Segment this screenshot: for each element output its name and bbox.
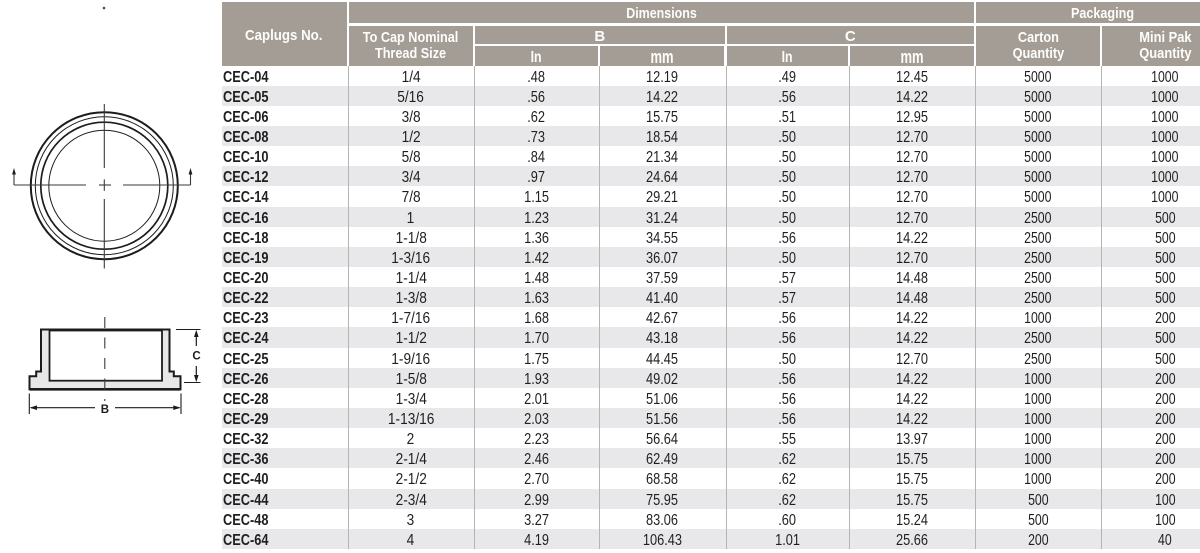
svg-text:B: B bbox=[101, 404, 109, 416]
svg-text:C: C bbox=[192, 351, 200, 363]
